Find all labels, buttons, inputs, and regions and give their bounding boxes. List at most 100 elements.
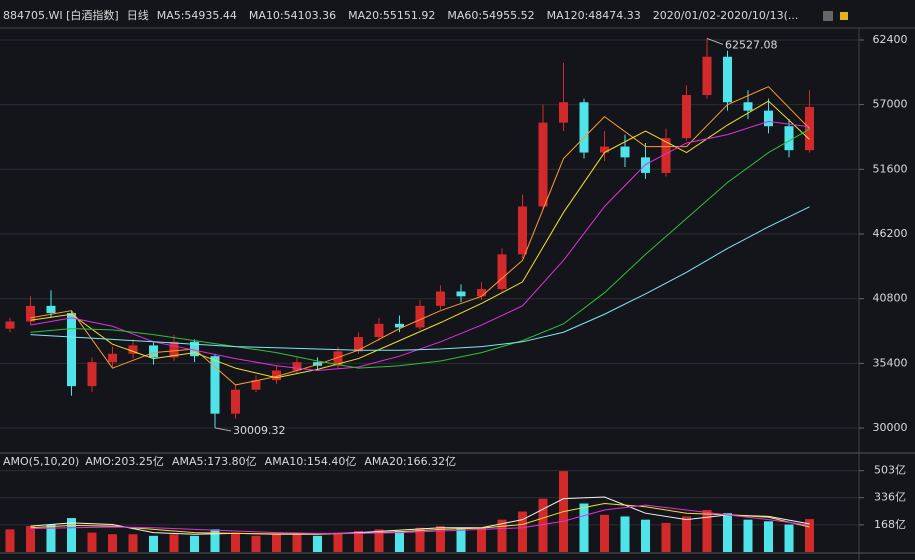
volume-bar (333, 532, 343, 552)
header-text: AMO(5,10,20) (3, 455, 79, 468)
candle-body (559, 102, 568, 123)
annotation-leader (706, 37, 724, 45)
candle-body (272, 370, 281, 381)
candle-body (682, 95, 691, 139)
volume-bar (5, 529, 15, 552)
dropdown-icon[interactable] (823, 11, 833, 21)
candle-body (333, 351, 343, 366)
volume-bar (436, 526, 445, 552)
volume-bar (149, 535, 158, 552)
candle-body (743, 102, 753, 111)
volume-bar (128, 534, 138, 552)
candle-body (5, 321, 15, 329)
header-text: 2020/01/02-2020/10/13(... (653, 9, 799, 22)
volume-bar (292, 534, 302, 552)
volume-bar (231, 532, 240, 552)
volume-bar (600, 514, 609, 552)
header-text: AMA20:166.32亿 (364, 455, 456, 468)
candle-body (87, 362, 97, 387)
candle-body (784, 126, 794, 151)
y-tick-label: 51600 (873, 162, 908, 175)
y-tick-label: 62400 (873, 33, 908, 46)
volume-bar (518, 511, 527, 552)
candle-body (723, 56, 732, 103)
volume-bar (190, 535, 199, 552)
candle-body (702, 56, 712, 96)
candle-body (46, 305, 56, 314)
candle-body (538, 122, 548, 207)
y-tick-label: 168亿 (874, 518, 906, 531)
lock-icon[interactable] (840, 12, 848, 20)
volume-bar (251, 535, 261, 552)
header-text: 日线 (127, 8, 149, 22)
candle-body (477, 289, 486, 297)
volume-bar (641, 519, 650, 552)
candle-body (620, 146, 630, 158)
header-text: 884705.WI [白酒指数] (3, 8, 119, 22)
y-tick-label: 336亿 (874, 491, 906, 504)
header-text: MA20:55151.92 (348, 9, 435, 22)
candle-body (231, 389, 240, 414)
volume-bar (67, 518, 76, 552)
candle-body (108, 353, 117, 363)
volume-bar (702, 509, 712, 552)
volume-bar (87, 532, 97, 552)
candle-body (251, 380, 261, 390)
candle-body (764, 110, 773, 127)
volume-bar (456, 527, 466, 552)
ma-line (30, 128, 810, 369)
ma-line (30, 502, 810, 535)
candle-body (497, 254, 507, 290)
header-text: MA10:54103.36 (249, 9, 336, 22)
candle-body (518, 206, 527, 255)
volume-bar (579, 503, 589, 552)
candle-body (415, 305, 425, 328)
volume-bar (805, 519, 814, 552)
volume-bar (272, 534, 281, 552)
candle-body (26, 305, 35, 322)
header-text: AMA10:154.40亿 (265, 455, 357, 468)
header-text: MA5:54935.44 (157, 9, 237, 22)
volume-bar (784, 524, 794, 552)
y-tick-label: 503亿 (874, 464, 906, 477)
volume-bar (538, 498, 548, 552)
volume-bar (682, 516, 691, 552)
volume-bar (26, 526, 35, 552)
volume-bar (108, 534, 117, 552)
y-tick-label: 46200 (873, 227, 908, 240)
candle-body (169, 341, 179, 358)
volume-bar (313, 535, 322, 552)
candle-body (395, 323, 404, 328)
header-text: MA120:48474.33 (547, 9, 641, 22)
volume-bar (497, 519, 507, 552)
volume-bar (661, 522, 671, 552)
candle-body (67, 313, 76, 387)
candle-body (292, 362, 302, 371)
candle-body (210, 356, 220, 414)
volume-bar (415, 527, 425, 552)
ma-line (30, 496, 810, 535)
candle-body (374, 323, 384, 338)
volume-bar (354, 530, 363, 552)
annotation-leader (214, 427, 232, 432)
y-tick-label: 30000 (873, 421, 908, 434)
ma-line (30, 504, 810, 534)
volume-bar (210, 529, 220, 552)
candle-body (354, 337, 363, 352)
candle-body (128, 345, 138, 354)
candle-body (436, 291, 445, 306)
volume-bar (620, 516, 630, 552)
y-tick-label: 35400 (873, 356, 908, 369)
candle-body (579, 102, 589, 153)
ma-line (30, 120, 810, 372)
header-text: AMO:203.25亿 (85, 455, 164, 468)
y-tick-label: 40800 (873, 292, 908, 305)
ma-line (30, 100, 810, 379)
high-annotation: 62527.08 (725, 38, 778, 51)
y-tick-label: 57000 (873, 98, 908, 111)
volume-bar (395, 530, 404, 552)
header-text: AMA5:173.80亿 (172, 455, 257, 468)
candle-body (149, 345, 158, 358)
candle-body (456, 291, 466, 297)
